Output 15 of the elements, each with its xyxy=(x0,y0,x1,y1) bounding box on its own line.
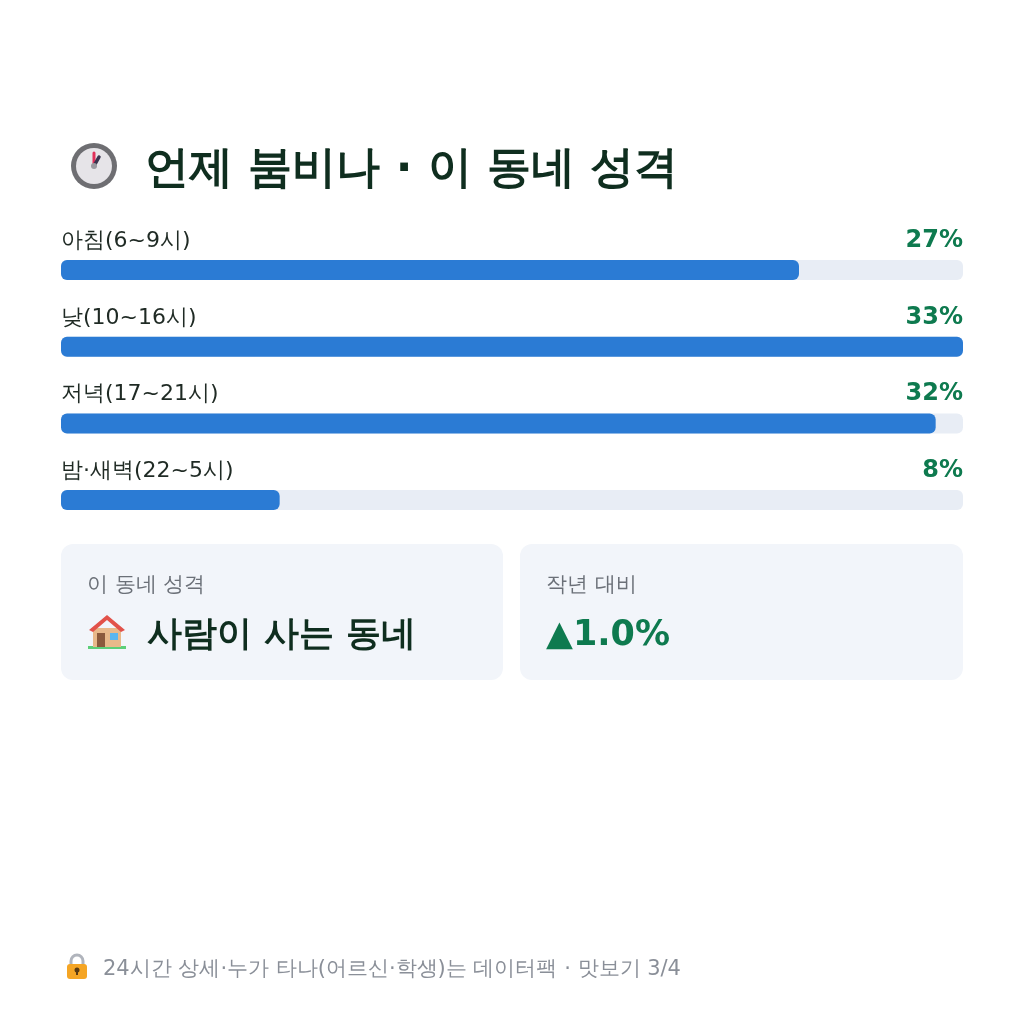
data-label: 8% xyxy=(922,455,963,484)
data-label: 33% xyxy=(905,301,963,330)
y-tick-label: 아침(6~9시) xyxy=(61,227,191,252)
chart-title: 언제 붐비나 · 이 동네 성격 xyxy=(145,141,679,192)
y-tick-label: 밤·새벽(22~5시) xyxy=(61,457,234,483)
text: 이 동네 성격 xyxy=(87,572,206,596)
data-label: 27% xyxy=(905,225,963,253)
bar xyxy=(61,490,280,511)
text: 사람이 사는 동네 xyxy=(147,613,417,653)
y-tick-label: 저녁(17~21시) xyxy=(61,380,219,406)
text: ▲1.0% xyxy=(546,613,670,653)
data-label: 32% xyxy=(905,378,963,407)
text: 작년 대비 xyxy=(546,572,637,596)
text: 24시간 상세·누가 타나(어르신·학생)는 데이터팩 · 맛보기 3/4 xyxy=(103,956,681,980)
y-tick-label: 낮(10~16시) xyxy=(61,303,197,329)
